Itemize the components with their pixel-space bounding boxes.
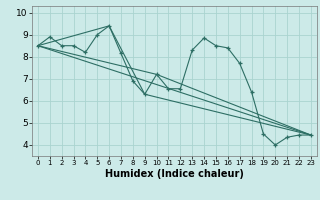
X-axis label: Humidex (Indice chaleur): Humidex (Indice chaleur) [105, 169, 244, 179]
